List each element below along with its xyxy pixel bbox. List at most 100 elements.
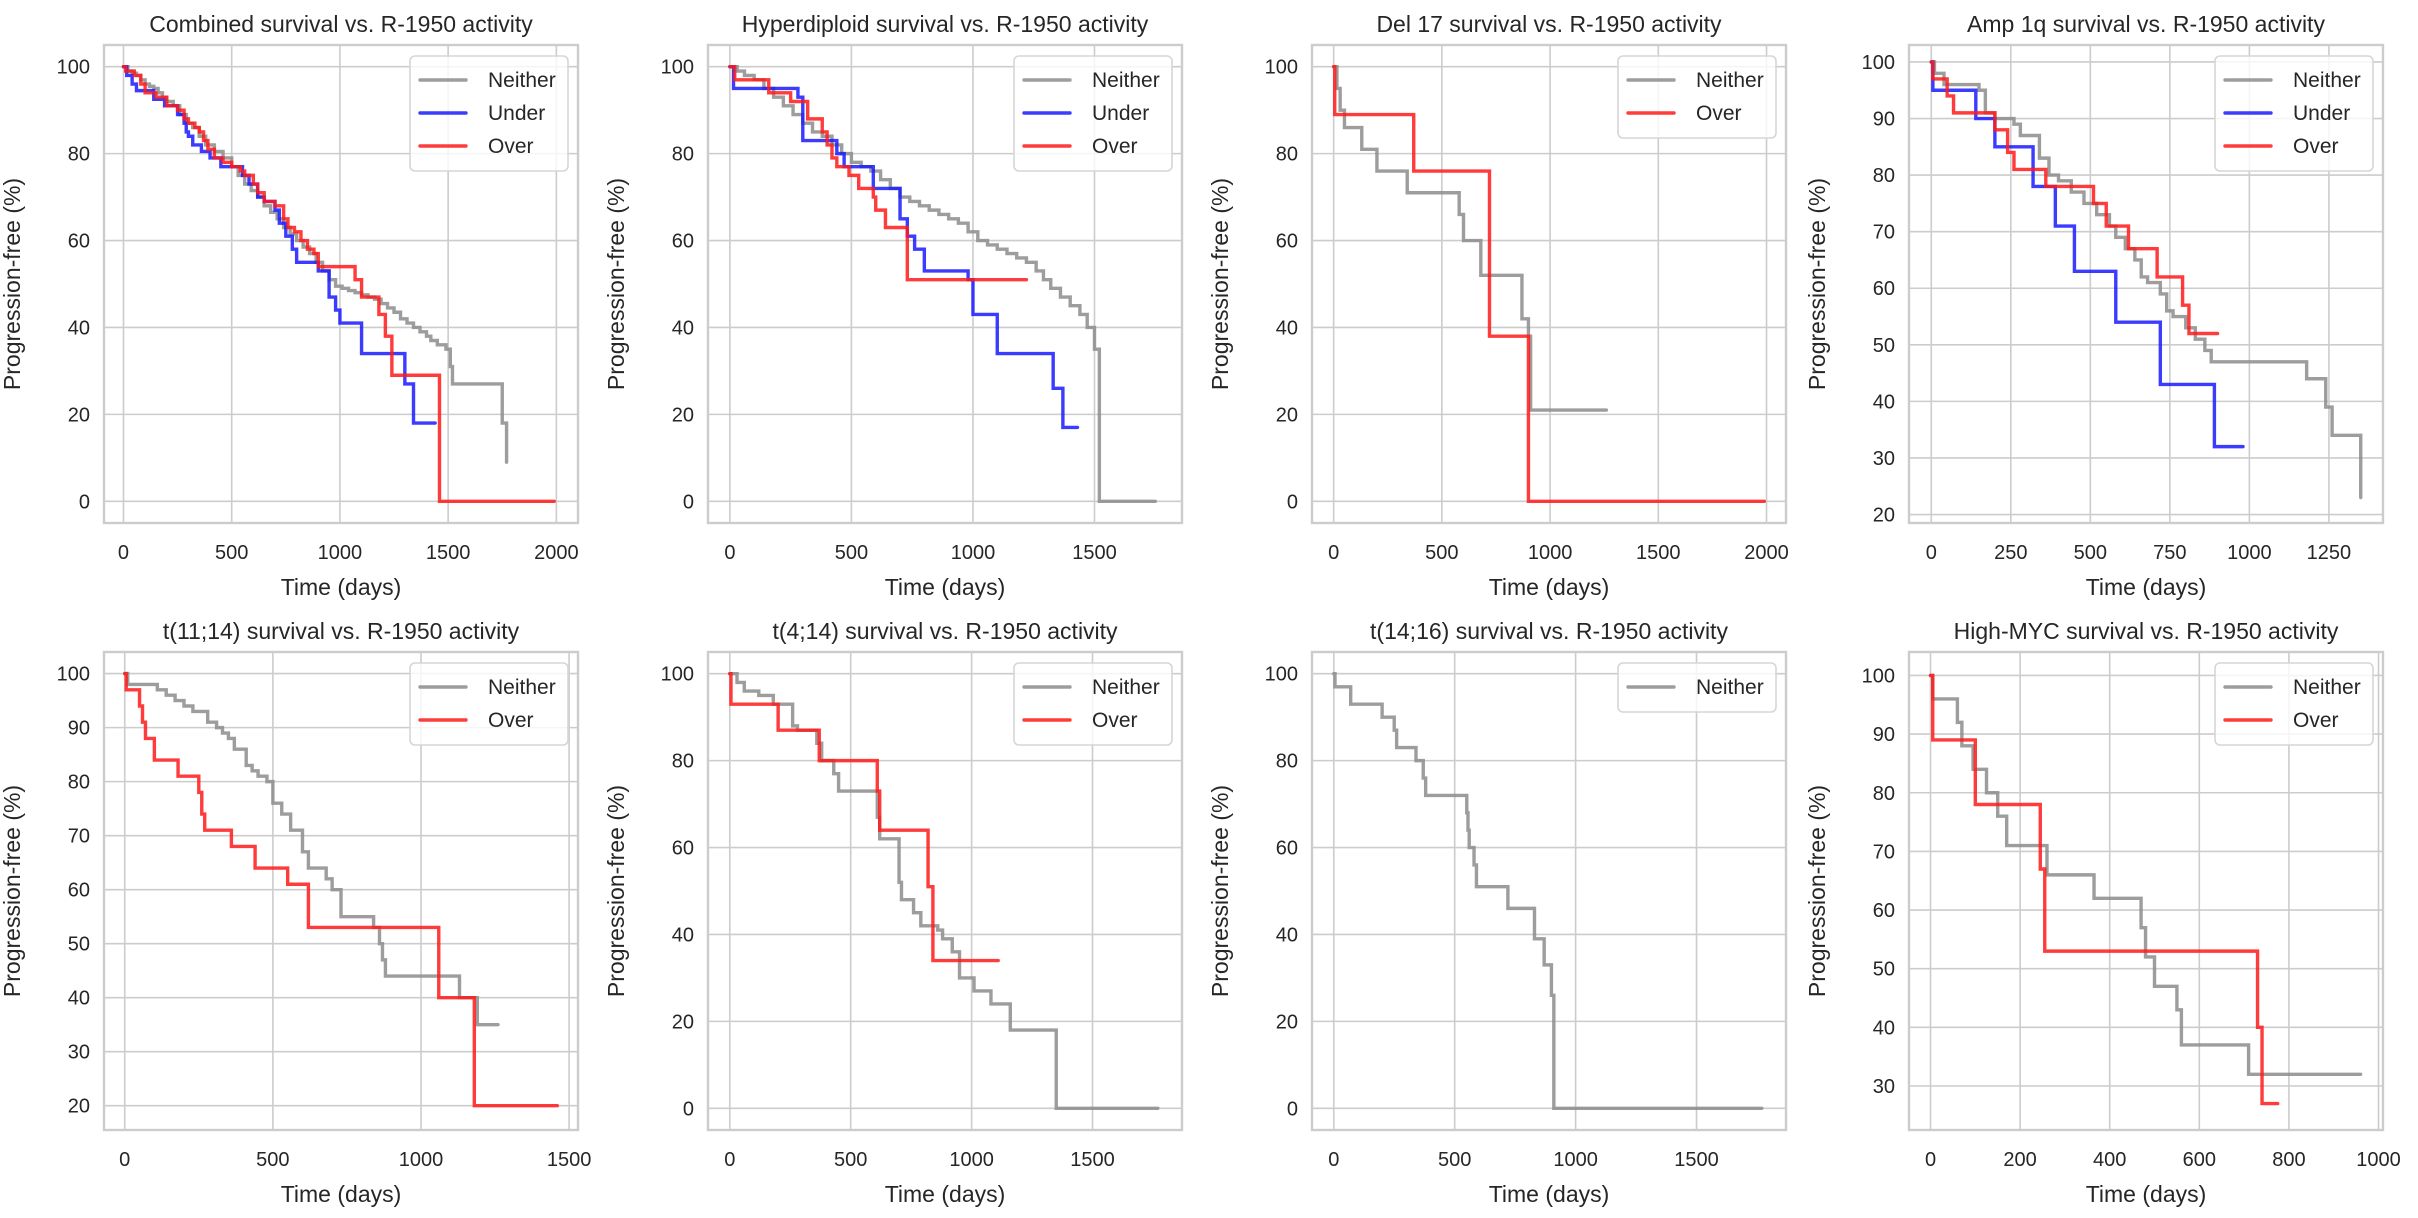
axes-frame <box>706 650 1184 1132</box>
legend-label: Neither <box>488 676 556 699</box>
legend: Neither Over <box>2214 662 2374 746</box>
y-tick-label: 20 <box>672 1011 694 1033</box>
legend-label: Neither <box>1092 69 1160 92</box>
legend-label: Over <box>1696 102 1742 125</box>
series-line-over <box>1928 673 2280 1106</box>
x-tick-label: 500 <box>215 542 248 564</box>
x-tick-label: 600 <box>2183 1149 2216 1171</box>
x-tick-label: 500 <box>2074 542 2107 564</box>
x-tick-label: 2000 <box>1744 542 1789 564</box>
plot-area <box>1312 652 1786 1130</box>
series-line-over <box>123 671 559 1108</box>
legend: Neither Under Over <box>409 55 569 172</box>
chart-panel: 0 250 500 750 1000 1250 20 30 40 50 60 70 80 90 100 Amp… <box>1804 11 2385 600</box>
series-line-over <box>1929 60 2220 336</box>
x-tick-label: 500 <box>835 542 868 564</box>
y-tick-label: 0 <box>683 1098 694 1120</box>
chart-title: t(4;14) survival vs. R-1950 activity <box>772 618 1118 644</box>
x-tick-label: 500 <box>1425 542 1458 564</box>
x-tick-label: 400 <box>2093 1149 2126 1171</box>
chart-panel: 0 500 1000 1500 0 20 40 60 80 100 t(4;14) survival… <box>603 618 1184 1207</box>
y-tick-label: 40 <box>68 317 90 339</box>
y-tick-label: 60 <box>1276 838 1298 860</box>
legend-label: Neither <box>2293 676 2361 699</box>
axes-frame <box>1907 650 2385 1132</box>
legend-label: Over <box>2293 709 2339 732</box>
x-tick-label: 1000 <box>949 1149 994 1171</box>
x-tick-label: 1500 <box>426 542 471 564</box>
y-tick-label: 40 <box>68 988 90 1010</box>
y-tick-label: 100 <box>661 57 694 79</box>
legend: Neither <box>1617 662 1777 713</box>
y-tick-label: 20 <box>1276 1011 1298 1033</box>
x-axis-label: Time (days) <box>885 1181 1006 1207</box>
x-tick-label: 750 <box>2153 542 2186 564</box>
chart-panel: 0 500 1000 1500 0 20 40 60 80 100 t(14;16) surviva… <box>1207 618 1788 1207</box>
x-tick-label: 0 <box>724 542 735 564</box>
y-tick-label: 40 <box>1873 391 1895 413</box>
x-axis-label: Time (days) <box>2086 574 2207 600</box>
axes-frame <box>1907 43 2385 525</box>
chart-title: High-MYC survival vs. R-1950 activity <box>1954 618 2339 644</box>
y-tick-label: 40 <box>1873 1017 1895 1039</box>
x-tick-label: 1500 <box>1070 1149 1115 1171</box>
y-tick-label: 100 <box>57 57 90 79</box>
legend-box <box>2214 55 2374 172</box>
y-tick-label: 80 <box>1276 144 1298 166</box>
legend-box <box>1617 662 1777 713</box>
y-tick-label: 30 <box>1873 1076 1895 1098</box>
series-line-neither <box>728 672 1160 1110</box>
series-line-under <box>1929 60 2245 449</box>
y-tick-label: 60 <box>1276 231 1298 253</box>
x-tick-label: 1500 <box>1072 542 1117 564</box>
y-axis-label: Progression-free (%) <box>603 785 629 997</box>
chart-title: Del 17 survival vs. R-1950 activity <box>1376 11 1722 37</box>
y-tick-label: 70 <box>1873 841 1895 863</box>
series-line-neither <box>1331 65 1609 412</box>
y-tick-label: 100 <box>57 664 90 686</box>
chart-panel: 0 200 400 600 800 1000 30 40 50 60 70 80 90 100 High-M… <box>1804 618 2401 1207</box>
y-tick-label: 90 <box>1873 109 1895 131</box>
x-tick-label: 1250 <box>2307 542 2352 564</box>
y-tick-label: 20 <box>68 404 90 426</box>
chart-panel: 0 500 1000 1500 20 30 40 50 60 70 80 90 100 t(11;14) … <box>0 618 591 1207</box>
y-tick-label: 20 <box>68 1096 90 1118</box>
chart-title: Amp 1q survival vs. R-1950 activity <box>1967 11 2325 37</box>
y-tick-label: 0 <box>1287 491 1298 513</box>
x-tick-label: 500 <box>834 1149 867 1171</box>
legend: Neither Under Over <box>1013 55 1173 172</box>
x-tick-label: 1000 <box>1528 542 1573 564</box>
y-tick-label: 20 <box>1276 404 1298 426</box>
series-line-over <box>121 65 556 503</box>
y-tick-label: 80 <box>672 144 694 166</box>
x-tick-label: 500 <box>256 1149 289 1171</box>
legend: Neither Over <box>1617 55 1777 139</box>
x-axis-label: Time (days) <box>281 1181 402 1207</box>
x-tick-label: 500 <box>1438 1149 1471 1171</box>
chart-title: Combined survival vs. R-1950 activity <box>149 11 533 37</box>
chart-title: t(14;16) survival vs. R-1950 activity <box>1370 618 1728 644</box>
axes-frame <box>102 43 580 525</box>
series-line-over <box>728 65 1029 282</box>
x-axis-label: Time (days) <box>1489 574 1610 600</box>
legend-box <box>409 55 569 172</box>
x-tick-label: 2000 <box>534 542 579 564</box>
x-tick-label: 0 <box>1925 1149 1936 1171</box>
y-tick-label: 100 <box>1862 52 1895 74</box>
axes-frame <box>102 650 580 1132</box>
y-tick-label: 90 <box>68 718 90 740</box>
series-line-neither <box>1928 673 2363 1076</box>
x-tick-label: 0 <box>118 542 129 564</box>
y-axis-label: Progression-free (%) <box>603 178 629 390</box>
axes-frame <box>1310 650 1788 1132</box>
y-tick-label: 80 <box>672 751 694 773</box>
y-tick-label: 90 <box>1873 724 1895 746</box>
y-tick-label: 40 <box>1276 317 1298 339</box>
y-tick-label: 80 <box>1873 783 1895 805</box>
legend-label: Over <box>488 709 534 732</box>
y-tick-label: 80 <box>1873 165 1895 187</box>
x-tick-label: 800 <box>2272 1149 2305 1171</box>
x-tick-label: 1500 <box>1674 1149 1719 1171</box>
y-tick-label: 100 <box>1265 664 1298 686</box>
x-tick-label: 1000 <box>1553 1149 1598 1171</box>
